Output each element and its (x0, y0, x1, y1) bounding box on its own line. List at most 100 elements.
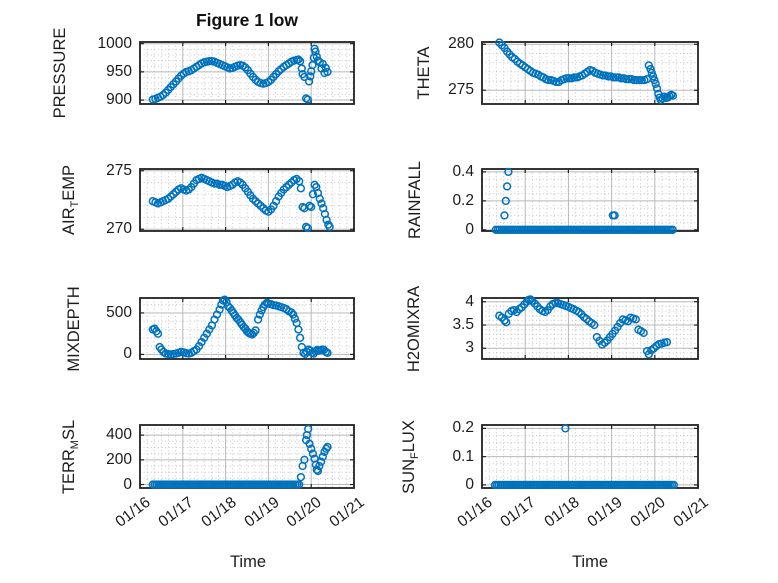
data-point (295, 333, 305, 342)
y-tick-label: 275 (448, 81, 474, 99)
panel-h2omixra (481, 295, 699, 360)
y-tick-label: 0 (465, 220, 474, 238)
y-axis-label-pressure: PRESSURE (50, 28, 70, 119)
data-point (650, 75, 659, 85)
minor-grid (482, 169, 698, 231)
data-point (658, 94, 667, 103)
y-tick-label: 0 (123, 475, 132, 493)
data-point (561, 424, 570, 433)
data-point (296, 184, 306, 193)
x-tick-label: 01/17 (497, 493, 540, 531)
data-point (215, 305, 224, 314)
data-point (236, 178, 245, 187)
data-point (502, 182, 512, 191)
data-points (490, 424, 678, 490)
panel-theta (481, 38, 699, 105)
data-point (616, 74, 626, 83)
data-point (282, 182, 291, 192)
data-point (300, 72, 309, 82)
data-point (652, 84, 662, 93)
axes-box (139, 168, 355, 232)
data-point (644, 350, 653, 359)
y-tick-label: 200 (106, 450, 132, 468)
data-point (570, 73, 579, 82)
data-point (159, 347, 168, 357)
data-point (316, 457, 326, 466)
data-point (251, 326, 260, 335)
data-point (598, 71, 608, 80)
data-point (504, 167, 513, 177)
y-tick-label: 0.2 (452, 419, 474, 437)
y-tick-label: 0.1 (452, 447, 474, 465)
y-axis-label-mixdepth: MIXDEPTH (64, 286, 84, 371)
data-point (295, 480, 304, 489)
y-tick-label: 4 (465, 292, 474, 310)
data-point (313, 466, 323, 476)
data-point (307, 444, 316, 453)
data-point (253, 315, 263, 324)
data-point (153, 329, 163, 338)
x-tick-label: 01/18 (198, 493, 240, 531)
data-point (637, 75, 646, 85)
data-point (323, 442, 332, 452)
data-point (500, 316, 509, 325)
data-point (562, 74, 571, 83)
y-tick-label: 275 (106, 161, 132, 179)
data-point (255, 310, 264, 319)
x-tick-label: 01/16 (454, 493, 496, 531)
y-axis-label-theta: THETA (414, 47, 434, 100)
data-point (290, 314, 300, 323)
data-point (624, 75, 634, 84)
data-point (307, 202, 316, 212)
data-point (648, 72, 658, 81)
y-axis-label-part: SUN (400, 458, 418, 494)
data-point (251, 197, 260, 206)
data-point (502, 318, 511, 327)
y-tick-label: 3.5 (452, 316, 474, 333)
y-axis-label-part: EMP (60, 164, 78, 201)
x-axis-label-left: Time (229, 553, 267, 571)
y-tick-label: 0 (123, 345, 132, 363)
y-tick-label: 0.4 (452, 162, 474, 180)
data-point (544, 75, 553, 85)
axes-box (139, 41, 355, 105)
y-axis-label-part: RAINFALL (406, 161, 424, 239)
data-point (289, 310, 298, 319)
data-point (296, 472, 306, 482)
data-point (295, 57, 305, 66)
y-axis-label-part: AIR (60, 207, 78, 236)
x-axis-label-right: Time (571, 553, 609, 571)
data-point (647, 68, 656, 77)
y-axis-label-part: F (409, 451, 421, 459)
tick-marks (139, 169, 355, 231)
minor-grid (482, 425, 698, 488)
data-point (294, 325, 303, 334)
panel-air_temp (139, 168, 355, 233)
y-axis-label-terr_msl: TERRMSL (59, 419, 85, 493)
data-point (318, 452, 327, 461)
axes-box (481, 41, 699, 105)
data-point (304, 424, 313, 434)
y-axis-label-part: PRESSURE (51, 27, 69, 119)
data-point (215, 180, 224, 189)
data-points (148, 295, 332, 359)
tick-marks (481, 298, 699, 359)
data-point (665, 92, 674, 101)
panel-terr_msl (139, 424, 355, 489)
data-point (210, 179, 219, 188)
y-tick-label: 270 (106, 220, 132, 238)
data-point (308, 449, 318, 458)
data-point (157, 345, 166, 354)
y-axis-label-part: LUX (400, 419, 418, 452)
data-point (305, 201, 314, 210)
major-grid (140, 169, 354, 231)
data-point (662, 338, 672, 347)
data-point (303, 95, 312, 104)
panel-sun_flux (481, 424, 699, 490)
data-point (301, 222, 311, 232)
x-tick-label: 01/21 (326, 493, 368, 531)
data-point (609, 73, 618, 82)
data-point (501, 196, 510, 206)
